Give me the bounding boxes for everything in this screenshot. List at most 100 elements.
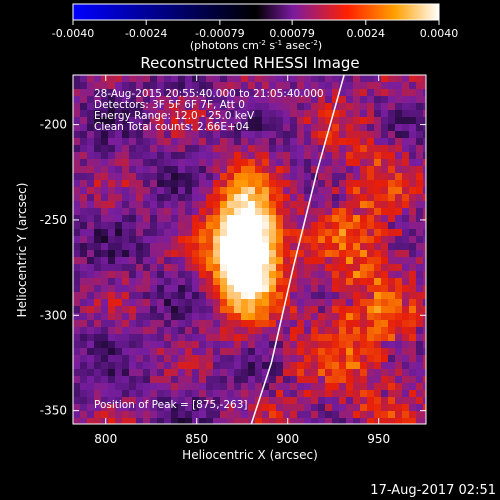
heatmap-cell xyxy=(136,152,143,159)
heatmap-cell xyxy=(402,397,409,404)
heatmap-cell xyxy=(171,138,178,145)
heatmap-cell xyxy=(199,152,206,159)
heatmap-cell xyxy=(290,236,297,243)
heatmap-cell xyxy=(346,131,353,138)
heatmap-cell xyxy=(94,390,101,397)
heatmap-cell xyxy=(213,257,220,264)
heatmap-cell xyxy=(192,418,199,424)
heatmap-cell xyxy=(101,201,108,208)
heatmap-cell xyxy=(164,103,171,110)
heatmap-cell xyxy=(213,187,220,194)
heatmap-cell xyxy=(192,138,199,145)
heatmap-cell xyxy=(199,215,206,222)
heatmap-cell xyxy=(227,145,234,152)
heatmap-cell xyxy=(388,306,395,313)
heatmap-cell xyxy=(80,194,87,201)
heatmap-cell xyxy=(353,348,360,355)
heatmap-cell xyxy=(87,152,94,159)
heatmap-cell xyxy=(199,313,206,320)
heatmap-cell xyxy=(164,229,171,236)
heatmap-cell xyxy=(409,411,416,418)
heatmap-cell xyxy=(353,271,360,278)
heatmap-cell xyxy=(94,208,101,215)
heatmap-cell xyxy=(297,180,304,187)
heatmap-cell xyxy=(157,138,164,145)
heatmap-cell xyxy=(416,187,423,194)
heatmap-cell xyxy=(171,278,178,285)
y-tick-label: -250 xyxy=(40,213,67,227)
heatmap-cell xyxy=(115,278,122,285)
heatmap-cell xyxy=(402,229,409,236)
heatmap-cell xyxy=(101,278,108,285)
heatmap-cell xyxy=(353,250,360,257)
heatmap-cell xyxy=(227,362,234,369)
heatmap-cell xyxy=(136,159,143,166)
heatmap-cell xyxy=(423,82,426,89)
heatmap-cell xyxy=(136,313,143,320)
heatmap-cell xyxy=(262,257,269,264)
heatmap-cell xyxy=(402,306,409,313)
heatmap-cell xyxy=(220,159,227,166)
heatmap-cell xyxy=(73,236,80,243)
heatmap-cell xyxy=(283,390,290,397)
heatmap-cell xyxy=(297,362,304,369)
heatmap-cell xyxy=(178,404,185,411)
heatmap-cell xyxy=(332,313,339,320)
heatmap-cell xyxy=(381,299,388,306)
heatmap-cell xyxy=(248,306,255,313)
heatmap-cell xyxy=(171,250,178,257)
heatmap-cell xyxy=(262,82,269,89)
heatmap-cell xyxy=(339,152,346,159)
heatmap-cell xyxy=(192,334,199,341)
heatmap-cell xyxy=(108,264,115,271)
heatmap-cell xyxy=(346,180,353,187)
heatmap-cell xyxy=(129,369,136,376)
heatmap-cell xyxy=(255,369,262,376)
heatmap-cell xyxy=(213,376,220,383)
heatmap-cell xyxy=(353,96,360,103)
heatmap-cell xyxy=(115,383,122,390)
heatmap-cell xyxy=(171,404,178,411)
heatmap-cell xyxy=(192,152,199,159)
heatmap-cell xyxy=(374,215,381,222)
heatmap-cell xyxy=(164,173,171,180)
heatmap-cell xyxy=(143,208,150,215)
heatmap-cell xyxy=(381,250,388,257)
heatmap-cell xyxy=(374,418,381,424)
heatmap-cell xyxy=(101,264,108,271)
heatmap-cell xyxy=(206,208,213,215)
heatmap-cell xyxy=(227,404,234,411)
heatmap-cell xyxy=(269,236,276,243)
heatmap-cell xyxy=(213,285,220,292)
heatmap-cell xyxy=(402,110,409,117)
heatmap-cell xyxy=(374,271,381,278)
heatmap-cell xyxy=(346,243,353,250)
heatmap-cell xyxy=(360,285,367,292)
heatmap-cell xyxy=(269,187,276,194)
heatmap-cell xyxy=(80,411,87,418)
heatmap-cell xyxy=(220,383,227,390)
heatmap-cell xyxy=(115,131,122,138)
heatmap-cell xyxy=(409,313,416,320)
x-tick-label: 900 xyxy=(276,432,299,446)
heatmap-cell xyxy=(101,173,108,180)
heatmap-cell xyxy=(311,215,318,222)
heatmap-cell xyxy=(94,320,101,327)
heatmap-cell xyxy=(178,376,185,383)
heatmap-cell xyxy=(332,355,339,362)
heatmap-cell xyxy=(157,348,164,355)
heatmap-cell xyxy=(192,264,199,271)
heatmap-cell xyxy=(234,103,241,110)
heatmap-cell xyxy=(283,264,290,271)
heatmap-cell xyxy=(108,278,115,285)
heatmap-cell xyxy=(304,390,311,397)
heatmap-cell xyxy=(276,82,283,89)
heatmap-cell xyxy=(318,166,325,173)
heatmap-cell xyxy=(213,278,220,285)
heatmap-cell xyxy=(381,313,388,320)
heatmap-cell xyxy=(241,152,248,159)
heatmap-cell xyxy=(192,383,199,390)
heatmap-cell xyxy=(136,208,143,215)
heatmap-cell xyxy=(73,320,80,327)
heatmap-cell xyxy=(416,383,423,390)
